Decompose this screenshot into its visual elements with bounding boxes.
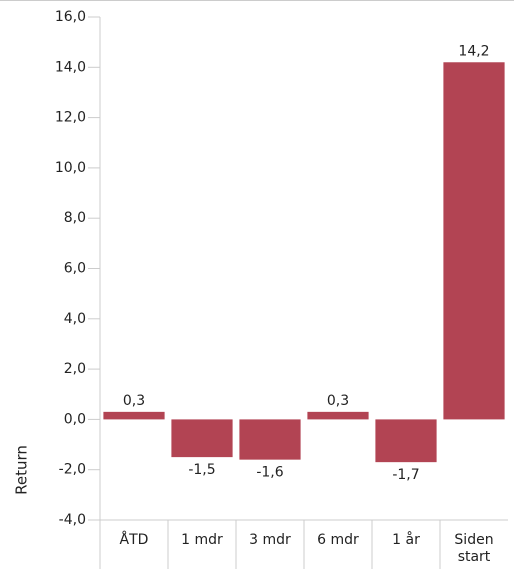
- value-label: -1,5: [188, 462, 215, 478]
- value-label: -1,7: [392, 467, 419, 483]
- y-tick-label: 14,0: [55, 59, 86, 75]
- y-tick-label: 2,0: [64, 361, 86, 377]
- y-tick-label: 6,0: [64, 261, 86, 277]
- x-tick-label: 3 mdr: [249, 532, 291, 548]
- bar: [171, 419, 233, 458]
- x-tick-label: 1 mdr: [181, 532, 223, 548]
- x-tick-label: Siden start: [454, 532, 493, 565]
- value-label: 0,3: [123, 393, 145, 409]
- value-label: -1,6: [256, 465, 283, 481]
- bar: [443, 62, 505, 420]
- x-tick-label: 1 år: [392, 531, 420, 548]
- bar: [375, 419, 437, 463]
- y-tick-label: 16,0: [55, 9, 86, 25]
- bar: [239, 419, 301, 460]
- y-axis-label: Return: [13, 445, 31, 495]
- bar: [307, 411, 369, 420]
- y-tick-label: -2,0: [59, 462, 86, 478]
- value-label: 0,3: [327, 393, 349, 409]
- y-tick-label: 10,0: [55, 160, 86, 176]
- y-tick-label: 12,0: [55, 110, 86, 126]
- x-tick-label: ÅTD: [120, 531, 149, 548]
- value-label: 14,2: [458, 43, 489, 59]
- y-tick-label: -4,0: [59, 512, 86, 528]
- y-tick-label: 8,0: [64, 210, 86, 226]
- y-tick-label: 4,0: [64, 311, 86, 327]
- x-tick-label: 6 mdr: [317, 532, 359, 548]
- bar: [103, 411, 165, 420]
- y-tick-label: 0,0: [64, 411, 86, 427]
